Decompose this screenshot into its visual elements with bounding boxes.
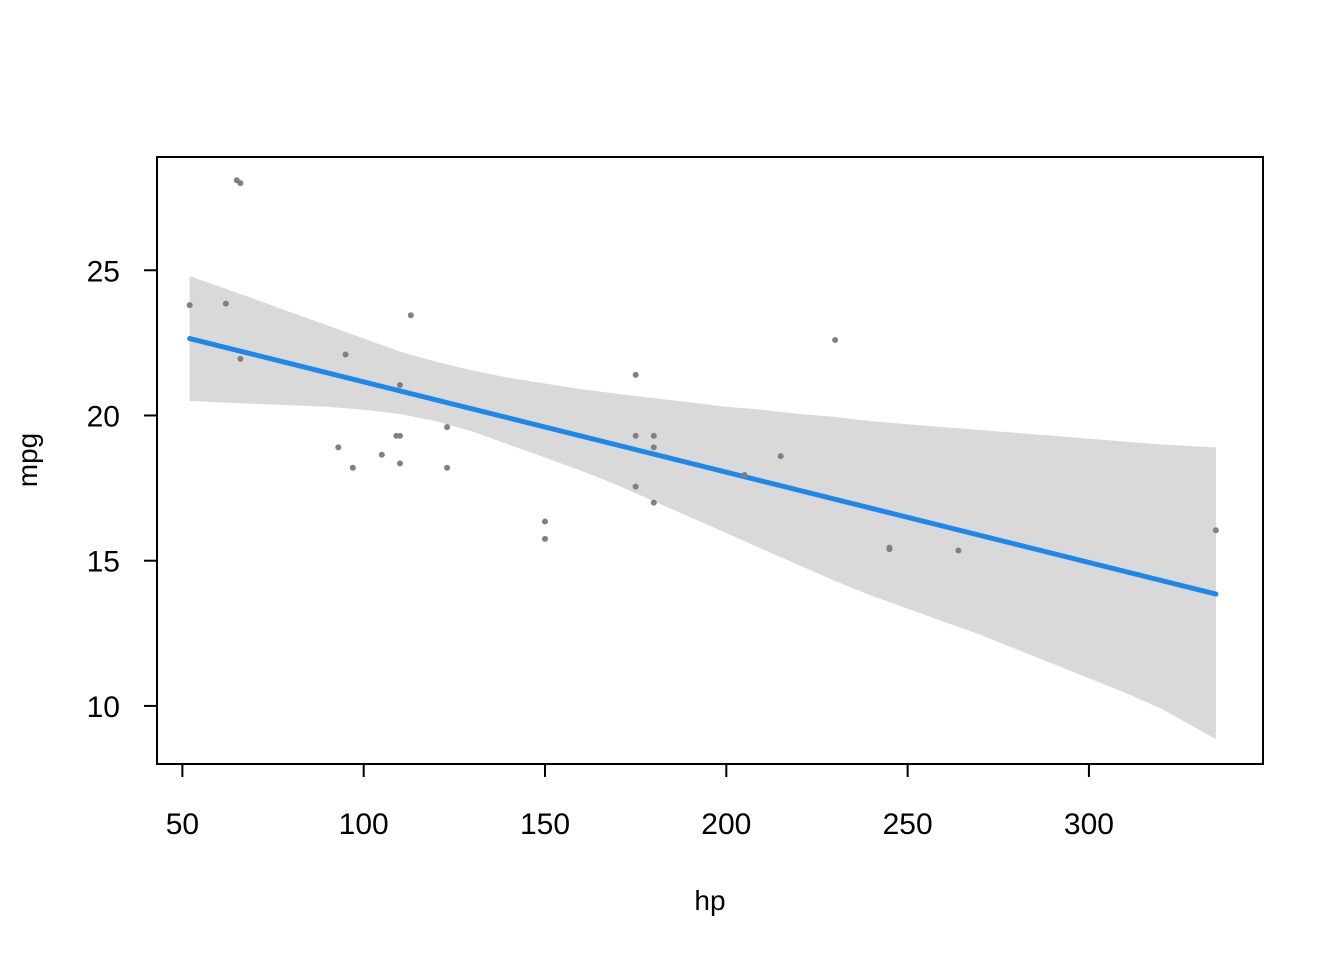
x-tick-label: 200 bbox=[701, 808, 751, 841]
x-axis: 50 100 150 200 250 300 bbox=[166, 764, 1114, 841]
confidence-band bbox=[189, 276, 1216, 740]
plot-frame bbox=[156, 156, 1264, 765]
y-axis-label: mpg bbox=[12, 433, 43, 487]
data-point bbox=[542, 535, 549, 542]
data-point bbox=[222, 300, 229, 307]
data-point bbox=[396, 381, 403, 388]
data-point bbox=[396, 460, 403, 467]
data-point bbox=[237, 180, 244, 187]
data-point bbox=[832, 336, 839, 343]
data-point bbox=[335, 444, 342, 451]
data-point bbox=[444, 424, 451, 431]
data-point bbox=[396, 432, 403, 439]
data-point bbox=[650, 444, 657, 451]
data-point bbox=[542, 518, 549, 525]
data-point bbox=[407, 312, 414, 319]
data-point bbox=[777, 453, 784, 460]
data-point bbox=[349, 464, 356, 471]
x-tick-label: 300 bbox=[1064, 808, 1114, 841]
x-tick-label: 250 bbox=[883, 808, 933, 841]
data-point bbox=[237, 355, 244, 362]
data-point bbox=[1212, 527, 1219, 534]
x-tick-label: 100 bbox=[339, 808, 389, 841]
y-tick-label: 25 bbox=[87, 255, 120, 288]
x-axis-label: hp bbox=[694, 885, 725, 916]
data-point bbox=[632, 432, 639, 439]
data-point bbox=[378, 451, 385, 458]
data-point bbox=[955, 547, 962, 554]
data-point bbox=[632, 483, 639, 490]
data-point bbox=[650, 432, 657, 439]
y-tick-label: 20 bbox=[87, 400, 120, 433]
regression-line bbox=[187, 336, 1219, 597]
data-point bbox=[886, 544, 893, 551]
data-point bbox=[186, 302, 193, 309]
x-tick-label: 50 bbox=[166, 808, 199, 841]
points-layer bbox=[186, 177, 1219, 554]
x-tick-label: 150 bbox=[520, 808, 570, 841]
data-point bbox=[342, 351, 349, 358]
y-tick-label: 15 bbox=[87, 546, 120, 579]
data-point bbox=[632, 371, 639, 378]
data-point bbox=[650, 499, 657, 506]
y-axis: 10 15 20 25 bbox=[87, 255, 157, 724]
y-tick-label: 10 bbox=[87, 691, 120, 724]
fit-line-layer bbox=[187, 336, 1219, 597]
data-point bbox=[741, 472, 748, 479]
confidence-band-layer bbox=[189, 276, 1216, 740]
data-point bbox=[444, 464, 451, 471]
